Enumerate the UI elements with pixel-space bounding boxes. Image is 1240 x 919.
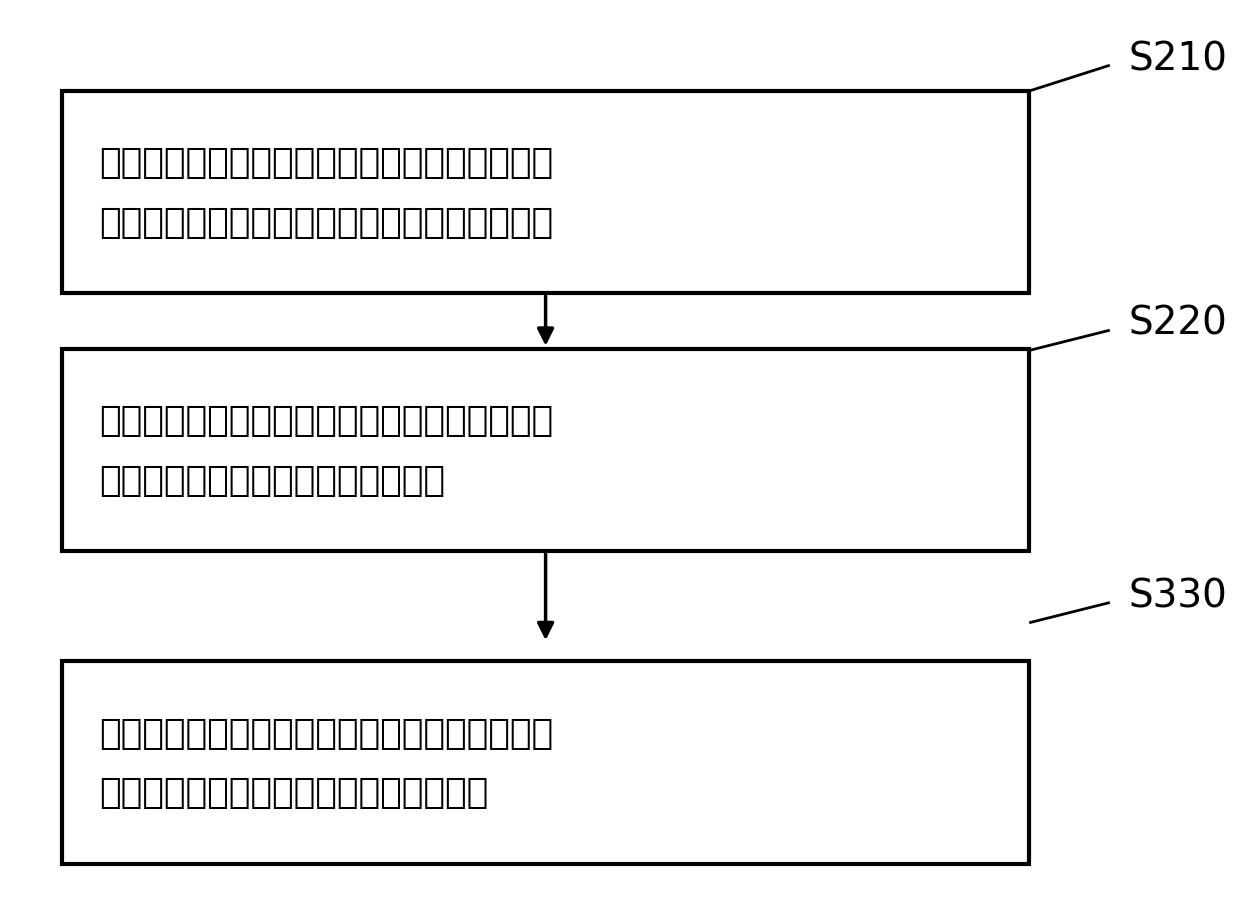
Text: 若所述多联机空调系统满足第二目标条件，调整: 若所述多联机空调系统满足第二目标条件，调整: [99, 716, 553, 750]
Text: S220: S220: [1128, 304, 1228, 343]
Text: 机条件，关闭所述第一室内机的第一电子膨胀阀: 机条件，关闭所述第一室内机的第一电子膨胀阀: [99, 206, 553, 240]
Text: 响应于所述多个室内机中第一室内机满足到温停: 响应于所述多个室内机中第一室内机满足到温停: [99, 146, 553, 180]
Text: 所述第一室内机的第一电子膨胀阀的开度: 所述第一室内机的第一电子膨胀阀的开度: [99, 776, 489, 810]
Text: 若所述多联机空调系统满足第一目标条件，调节: 若所述多联机空调系统满足第一目标条件，调节: [99, 403, 553, 437]
Text: S210: S210: [1128, 40, 1228, 79]
Bar: [62, 349, 1029, 551]
Bar: [62, 92, 1029, 294]
Bar: [62, 662, 1029, 864]
Text: S330: S330: [1128, 576, 1228, 615]
Text: 所述多个室内机中第二室内机的参数: 所述多个室内机中第二室内机的参数: [99, 463, 445, 497]
